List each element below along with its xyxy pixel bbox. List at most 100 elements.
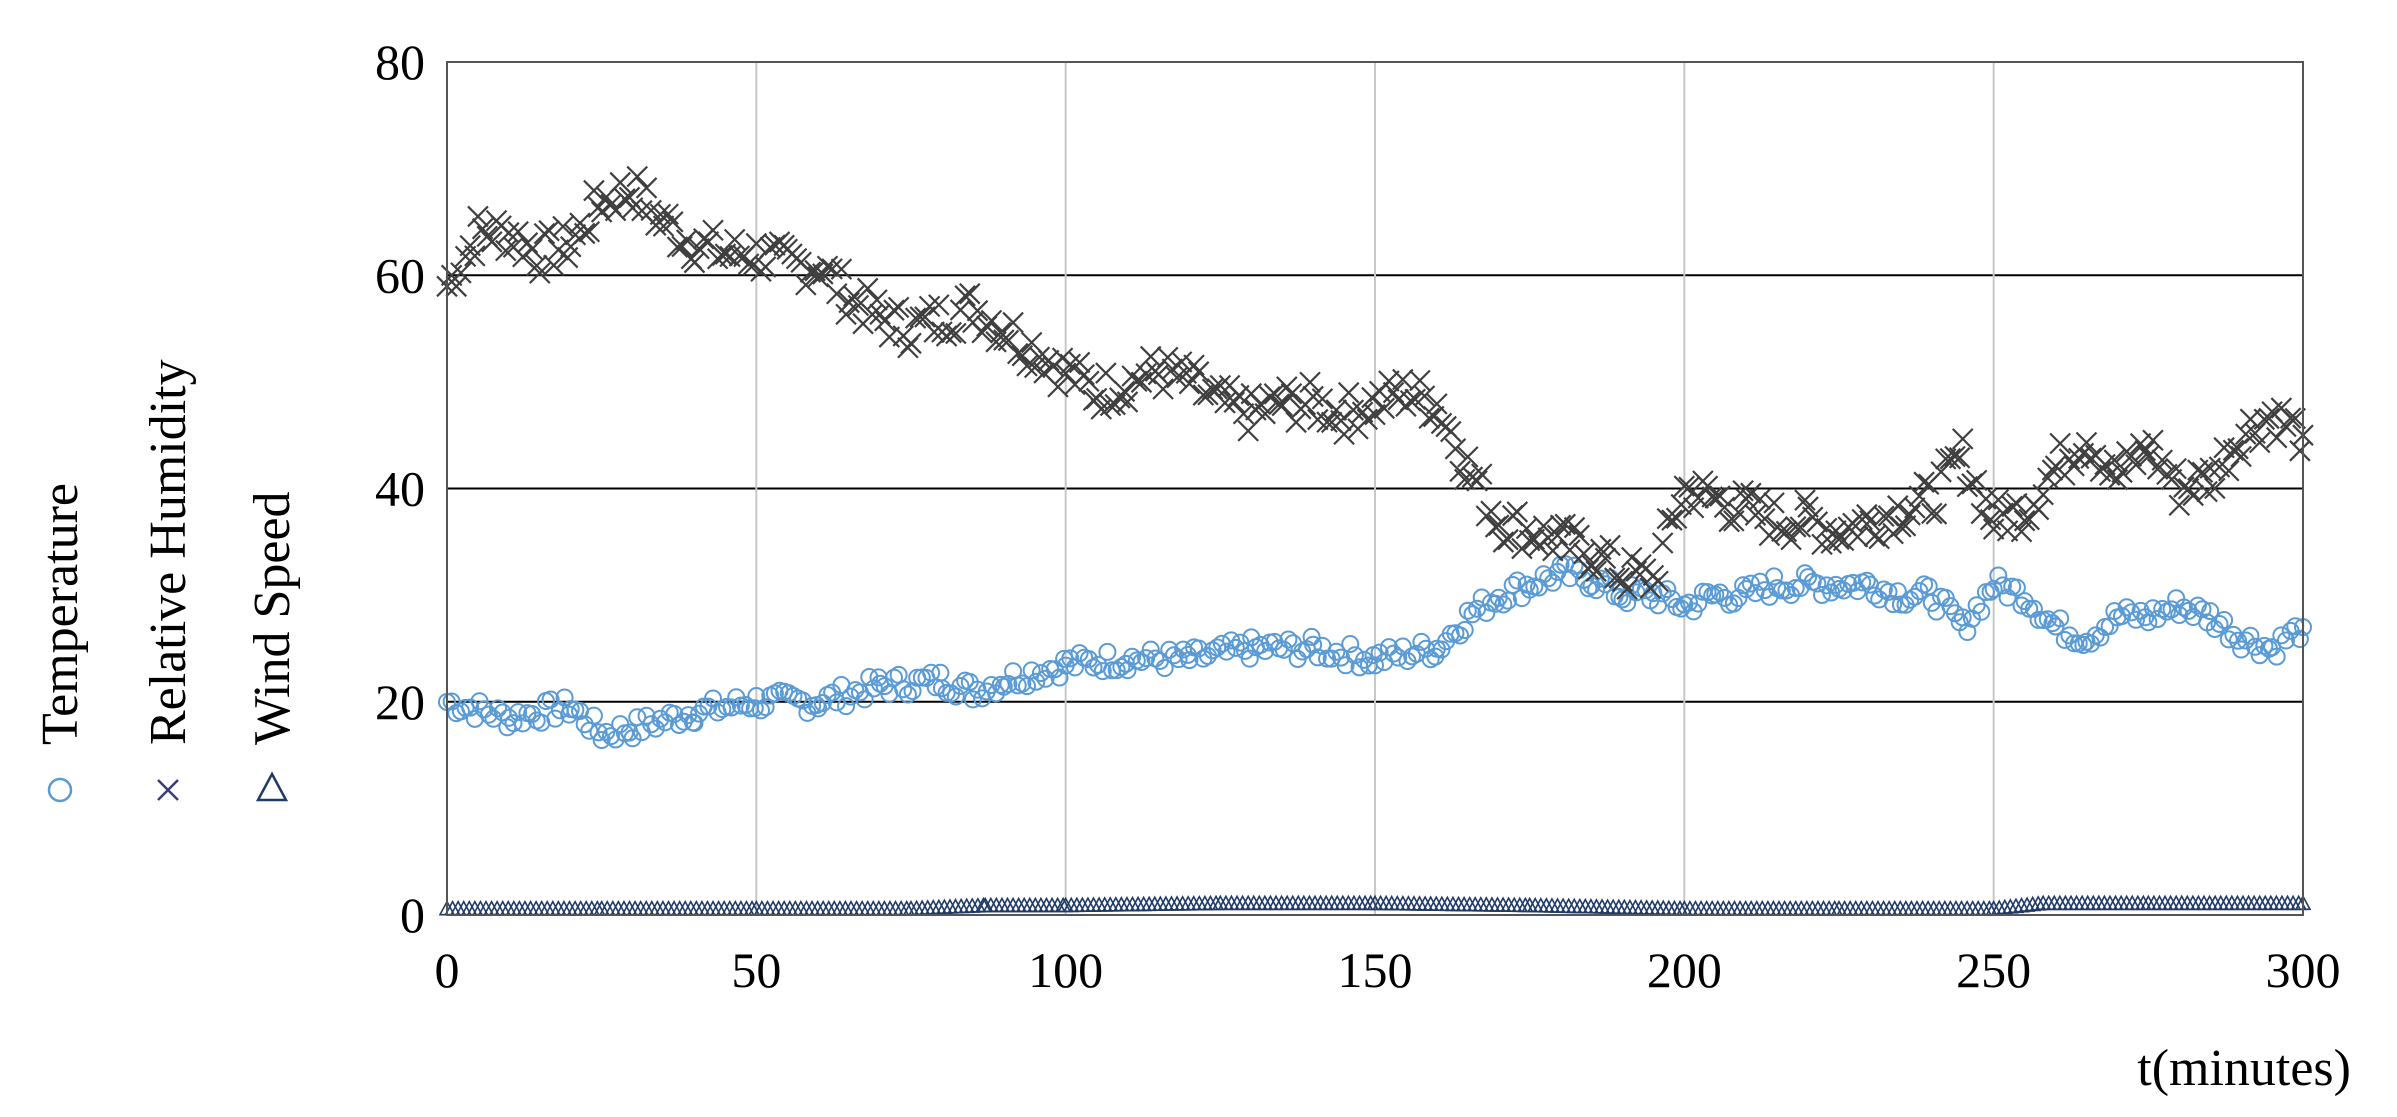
temperature-point <box>2215 611 2234 630</box>
y-tick-label: 40 <box>375 461 425 517</box>
humidity-point <box>2217 459 2240 482</box>
temperature-point <box>1070 644 1089 663</box>
temperature-point <box>2051 609 2070 628</box>
temperature-point <box>1279 630 1298 649</box>
humidity-point <box>2165 457 2187 480</box>
humidity-point <box>1237 420 1259 442</box>
humidity-point <box>1806 511 1829 533</box>
temperature-point <box>736 696 755 715</box>
humidity-point <box>1647 570 1669 593</box>
temperature-point <box>1107 661 1126 680</box>
humidity-point <box>2032 483 2054 506</box>
humidity-point <box>1466 470 1488 492</box>
temperature-point <box>2267 647 2286 666</box>
humidity-point <box>2265 426 2288 449</box>
temperature-point <box>2020 599 2039 618</box>
temperature-point <box>1808 574 1827 593</box>
y-tick-label: 20 <box>375 674 425 730</box>
humidity-point <box>900 332 922 355</box>
humidity-point <box>2125 453 2147 476</box>
temperature-point <box>461 698 480 717</box>
temperature-point <box>2193 600 2212 619</box>
temperature-point <box>1018 677 1036 696</box>
humidity-point <box>847 294 870 317</box>
temperature-point <box>479 705 498 724</box>
humidity-point <box>2137 445 2160 468</box>
humidity-point <box>1333 423 1355 446</box>
plot-area-frame <box>446 61 2304 916</box>
humidity-point <box>459 234 481 257</box>
humidity-point <box>2196 480 2218 503</box>
humidity-point <box>2001 495 2024 518</box>
humidity-point <box>2204 477 2226 500</box>
humidity-point <box>954 285 976 307</box>
temperature-point <box>475 700 494 719</box>
humidity-point <box>2284 407 2307 430</box>
humidity-point <box>1594 547 1617 570</box>
temperature-point <box>1958 622 1977 641</box>
humidity-point <box>1753 507 1776 530</box>
humidity-point <box>1763 492 1785 514</box>
humidity-point <box>1732 479 1754 502</box>
humidity-point <box>835 303 857 326</box>
temperature-point <box>1256 641 1275 660</box>
humidity-point <box>918 295 941 318</box>
temperature-point <box>1477 603 1496 622</box>
series-relative-humidity <box>436 165 2314 600</box>
temperature-point <box>1458 601 1477 620</box>
humidity-point <box>2199 457 2221 479</box>
temperature-point <box>1799 568 1818 587</box>
temperature-point <box>2250 646 2269 665</box>
temperature-point <box>1724 594 1743 613</box>
humidity-point <box>1337 381 1360 404</box>
humidity-point <box>723 228 746 251</box>
humidity-point <box>1073 363 1096 386</box>
y-tick-label: 0 <box>400 887 425 943</box>
legend-label: Wind Speed <box>244 491 301 745</box>
humidity-point <box>1068 351 1091 374</box>
humidity-point <box>1492 531 1515 553</box>
humidity-point <box>1859 510 1881 532</box>
humidity-point <box>2080 447 2102 469</box>
humidity-point <box>1944 445 1966 468</box>
temperature-point <box>1251 635 1270 654</box>
temperature-point <box>1658 580 1677 599</box>
humidity-point <box>2103 449 2126 471</box>
temperature-point <box>623 729 642 748</box>
temperature-point <box>1565 556 1584 575</box>
temperature-point <box>646 719 665 738</box>
humidity-point <box>1899 504 1921 526</box>
temperature-point <box>1027 672 1046 691</box>
humidity-point <box>1651 532 1674 554</box>
x-tick-label: 50 <box>731 942 781 998</box>
humidity-point <box>1440 420 1462 443</box>
humidity-point <box>1951 428 1974 450</box>
temperature-point <box>2117 598 2136 617</box>
humidity-point <box>1709 485 1731 507</box>
temperature-point <box>963 690 982 709</box>
temperature-point <box>2007 578 2026 597</box>
temperature-point <box>2210 614 2229 633</box>
humidity-point <box>516 232 539 254</box>
humidity-point <box>626 165 649 188</box>
humidity-point <box>980 309 1003 332</box>
humidity-point <box>2075 431 2098 454</box>
humidity-point <box>861 303 884 326</box>
humidity-point <box>1487 514 1510 536</box>
temperature-point <box>2236 631 2255 650</box>
humidity-point <box>464 245 486 267</box>
temperature-point <box>2091 628 2110 647</box>
temperature-point <box>509 703 528 722</box>
x-axis-label: t(minutes) <box>2137 1040 2351 1097</box>
humidity-point <box>1701 486 1723 508</box>
humidity-point <box>1780 528 1802 551</box>
temperature-point <box>1777 581 1796 600</box>
humidity-point <box>1992 502 2014 524</box>
temperature-point <box>809 699 828 718</box>
temperature-point <box>2272 626 2291 645</box>
series-wind-speed <box>438 894 2312 916</box>
temperature-point <box>1989 566 2008 585</box>
temperature-point <box>991 675 1010 694</box>
humidity-point <box>1794 489 1816 511</box>
